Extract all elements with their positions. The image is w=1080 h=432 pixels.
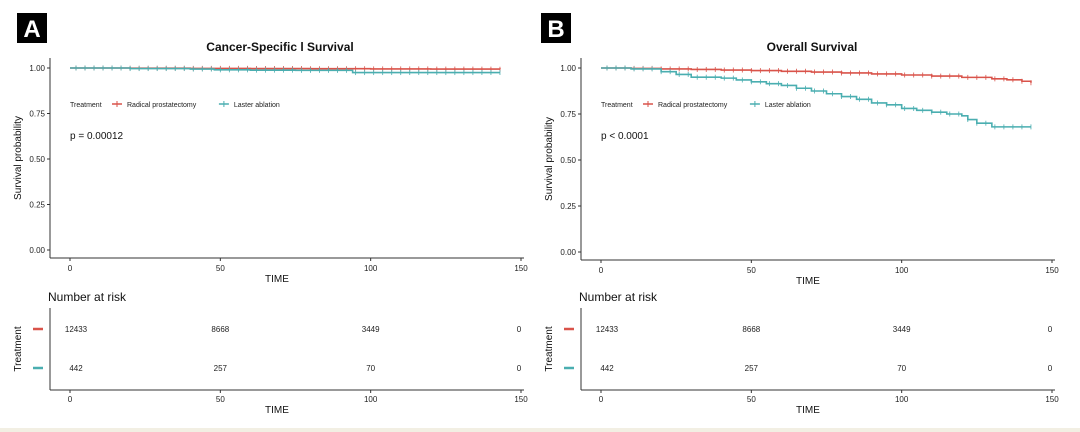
x-axis-label: TIME: [265, 274, 289, 285]
risk-x-tick-label: 100: [895, 395, 909, 404]
risk-count: 0: [1048, 364, 1053, 373]
x-tick-label: 150: [514, 264, 528, 273]
y-tick-label: 0.00: [560, 248, 576, 257]
risk-count: 442: [69, 364, 83, 373]
risk-x-tick-label: 150: [1045, 395, 1059, 404]
risk-count: 70: [366, 364, 375, 373]
chart-title: Overall Survival: [767, 40, 858, 54]
censor-marks: [606, 65, 1032, 130]
x-axis-label: TIME: [796, 276, 820, 287]
risk-x-tick-label: 50: [747, 395, 756, 404]
panel-b: B Overall Survival 0.00 0.25 0.50 0.75 1.00 0 50…: [541, 13, 1059, 416]
survival-curve-laster-ablation: [601, 67, 1031, 128]
risk-count: 257: [214, 364, 228, 373]
x-tick-label: 50: [747, 266, 756, 275]
legend-entry: Radical prostatectomy: [658, 102, 728, 109]
p-value: p = 0.00012: [70, 131, 124, 142]
risk-y-axis-label: Treatment: [13, 326, 24, 371]
chart-title: Cancer-Specific l Survival: [206, 40, 353, 54]
risk-x-axis-label: TIME: [796, 405, 820, 416]
risk-x-tick-label: 100: [364, 395, 378, 404]
risk-x-tick-label: 150: [514, 395, 528, 404]
risk-count: 12433: [65, 325, 88, 334]
risk-count: 8668: [211, 325, 229, 334]
y-tick-label: 0.00: [29, 246, 45, 255]
x-tick-label: 50: [216, 264, 225, 273]
risk-count: 0: [517, 325, 522, 334]
risk-table-title: Number at risk: [579, 290, 658, 304]
y-axis-label: Survival probability: [544, 117, 555, 201]
risk-x-tick-label: 0: [599, 395, 604, 404]
panel-badge-label: B: [547, 16, 564, 43]
bottom-border-strip: [0, 428, 1080, 432]
y-tick-label: 0.50: [560, 156, 576, 165]
risk-count: 3449: [893, 325, 911, 334]
panel-badge: [17, 13, 47, 43]
legend-entry: Laster ablation: [234, 102, 280, 109]
legend-title: Treatment: [601, 102, 633, 109]
legend-entry: Radical prostatectomy: [127, 102, 197, 109]
y-tick-label: 1.00: [560, 64, 576, 73]
panel-badge-label: A: [23, 16, 40, 43]
x-tick-label: 0: [599, 266, 604, 275]
risk-count: 0: [1048, 325, 1053, 334]
y-tick-label: 0.25: [560, 202, 576, 211]
risk-x-tick-label: 50: [216, 395, 225, 404]
x-tick-label: 150: [1045, 266, 1059, 275]
y-tick-label: 0.75: [29, 110, 45, 119]
risk-count: 257: [745, 364, 759, 373]
risk-x-axis-label: TIME: [265, 405, 289, 416]
panel-badge: [541, 13, 571, 43]
risk-count: 442: [600, 364, 614, 373]
risk-x-tick-label: 0: [68, 395, 73, 404]
y-tick-label: 0.25: [29, 201, 45, 210]
risk-count: 3449: [362, 325, 380, 334]
survival-curve-laster-ablation: [70, 67, 500, 74]
legend-entry: Laster ablation: [765, 102, 811, 109]
panel-a: A Cancer-Specific l Survival 0.00 0.25 0.50 0…: [13, 13, 528, 416]
y-axis-label: Survival probability: [13, 116, 24, 200]
risk-table-title: Number at risk: [48, 290, 127, 304]
x-tick-label: 100: [895, 266, 909, 275]
legend-title: Treatment: [70, 102, 102, 109]
y-tick-label: 0.50: [29, 155, 45, 164]
censor-marks: [75, 65, 501, 76]
survival-curve-radical-prostatectomy: [601, 67, 1032, 83]
y-tick-label: 1.00: [29, 64, 45, 73]
y-tick-label: 0.75: [560, 110, 576, 119]
risk-count: 0: [517, 364, 522, 373]
risk-count: 70: [897, 364, 906, 373]
x-tick-label: 0: [68, 264, 73, 273]
x-tick-label: 100: [364, 264, 378, 273]
risk-count: 8668: [742, 325, 760, 334]
risk-y-axis-label: Treatment: [544, 326, 555, 371]
risk-count: 12433: [596, 325, 619, 334]
p-value: p < 0.0001: [601, 131, 649, 142]
